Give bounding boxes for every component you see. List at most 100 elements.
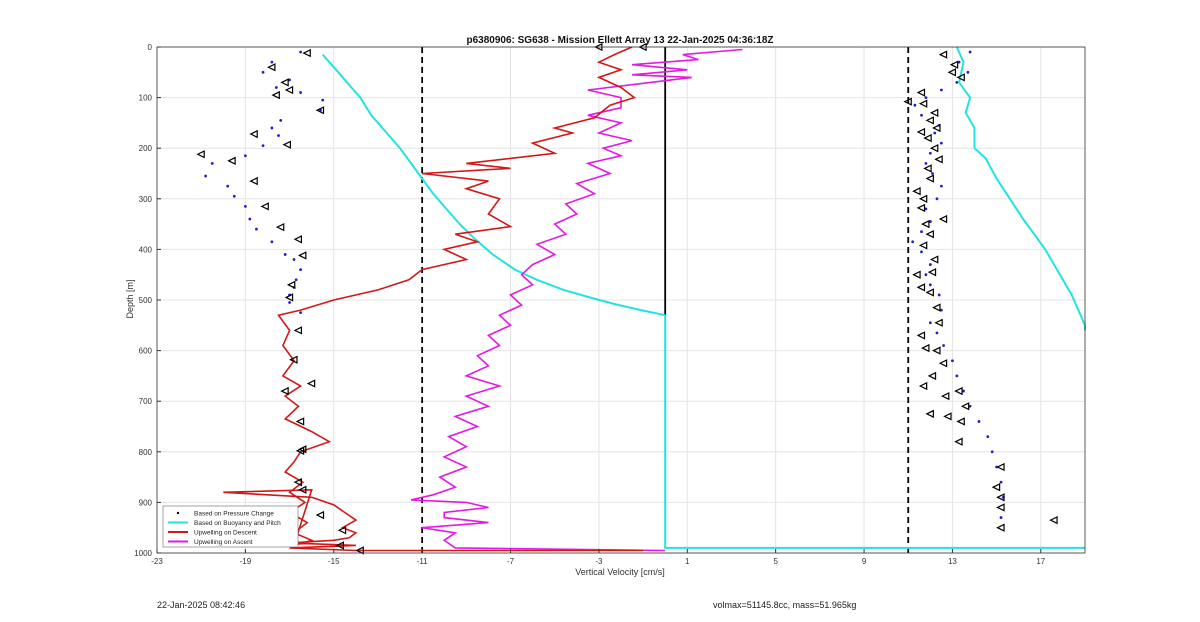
triangle-marker: [954, 386, 963, 396]
triangle-marker: [293, 477, 303, 487]
triangle-marker: [927, 371, 937, 381]
triangle-marker: [297, 251, 307, 260]
triangle-marker: [249, 129, 258, 139]
pressure-point-descent: [321, 98, 325, 102]
pressure-point-ascent: [999, 516, 1003, 519]
pressure-point-descent: [261, 70, 265, 74]
pressure-point-ascent: [955, 81, 959, 84]
triangle-marker: [280, 78, 289, 87]
triangle-marker: [284, 85, 294, 95]
triangle-marker: [315, 510, 325, 520]
upwelling-descent-line: [223, 46, 644, 552]
triangle-marker: [938, 359, 948, 368]
y-tick-label: 0: [148, 43, 153, 52]
triangle-marker: [302, 48, 311, 58]
buoyancy-line-bottom: [664, 315, 1085, 549]
triangle-marker: [282, 140, 291, 149]
footer-timestamp: 22-Jan-2025 08:42:46: [157, 600, 246, 610]
pressure-point-ascent: [924, 96, 928, 99]
pressure-point-ascent: [928, 151, 932, 155]
pressure-point-descent: [226, 184, 230, 188]
pressure-point-ascent: [924, 273, 928, 277]
triangle-marker: [289, 355, 298, 364]
pressure-point-ascent: [939, 88, 943, 92]
pressure-point-ascent: [955, 374, 959, 378]
pressure-point-ascent: [928, 283, 932, 287]
plot-frame: [156, 46, 1086, 554]
buoyancy-line-ascent: [955, 46, 1086, 331]
pressure-point-ascent: [939, 308, 943, 312]
triangle-marker: [929, 108, 939, 117]
triangle-marker: [921, 343, 930, 353]
triangle-marker: [925, 288, 934, 297]
pressure-point-ascent: [935, 197, 939, 201]
triangle-marker: [949, 60, 959, 69]
pressure-point-descent: [232, 194, 236, 198]
triangle-marker: [912, 270, 921, 279]
pressure-point-descent: [204, 174, 208, 178]
pressure-point-ascent: [920, 230, 923, 234]
triangle-marker: [932, 123, 941, 133]
triangle-marker: [925, 230, 934, 239]
x-tick-label: 13: [948, 557, 957, 566]
x-axis-label: Vertical Velocity [cm/s]: [575, 567, 665, 577]
triangle-marker: [934, 318, 943, 327]
y-tick-label: 400: [139, 245, 153, 254]
x-tick-label: 9: [862, 557, 867, 566]
pressure-point-descent: [294, 278, 298, 282]
pressure-point-ascent: [935, 331, 939, 335]
y-tick-label: 200: [139, 144, 153, 153]
triangle-marker: [271, 90, 280, 100]
pressure-point-descent: [279, 118, 283, 122]
x-tick-label: 5: [773, 557, 778, 566]
pressure-point-ascent: [966, 70, 970, 74]
pressure-point-ascent: [920, 113, 923, 117]
pressure-point-descent: [319, 108, 322, 112]
triangle-marker: [925, 116, 934, 125]
pressure-point-descent: [243, 154, 247, 158]
y-tick-label: 900: [139, 498, 153, 507]
pressure-point-ascent: [986, 435, 990, 439]
pressure-point-descent: [299, 311, 303, 315]
pressure-point-ascent: [968, 50, 972, 54]
buoyancy-line-descent: [321, 53, 666, 317]
triangle-marker: [938, 214, 948, 224]
pressure-point-descent: [277, 134, 280, 137]
pressure-point-ascent: [911, 240, 915, 244]
triangle-marker: [284, 293, 294, 302]
pressure-point-descent: [299, 50, 303, 54]
triangle-marker: [293, 235, 303, 244]
triangle-marker: [932, 303, 941, 312]
triangle-marker: [956, 417, 965, 426]
legend-label: Based on Buoyancy and Pitch: [194, 520, 281, 527]
triangle-marker: [916, 283, 926, 292]
y-tick-label: 100: [139, 94, 153, 103]
pressure-point-ascent: [951, 359, 954, 363]
x-tick-label: -7: [507, 557, 515, 566]
upwelling-ascent-line: [410, 48, 743, 552]
triangle-marker: [918, 194, 928, 203]
triangle-marker: [295, 446, 305, 455]
pressure-point-descent: [243, 204, 247, 208]
x-tick-label: -11: [417, 557, 429, 566]
y-tick-label: 600: [139, 347, 153, 356]
triangle-marker: [335, 541, 344, 550]
pressure-point-descent: [299, 91, 303, 94]
triangle-marker: [280, 386, 289, 396]
triangle-marker: [295, 417, 305, 426]
legend-label: Upwelling on Ascent: [194, 539, 253, 546]
triangle-marker: [947, 68, 957, 77]
pressure-point-descent: [292, 258, 296, 261]
pressure-point-ascent: [920, 250, 923, 254]
pressure-point-ascent: [928, 220, 932, 223]
triangle-marker: [923, 133, 932, 143]
pressure-point-descent: [288, 78, 291, 82]
x-tick-label: 1: [685, 557, 690, 566]
triangle-marker: [297, 485, 307, 494]
pressure-point-descent: [270, 126, 274, 130]
pressure-point-ascent: [999, 480, 1003, 484]
triangle-marker: [916, 88, 926, 97]
x-tick-label: 17: [1036, 557, 1045, 566]
pressure-point-ascent: [928, 263, 932, 266]
pressure-point-ascent: [924, 207, 928, 211]
